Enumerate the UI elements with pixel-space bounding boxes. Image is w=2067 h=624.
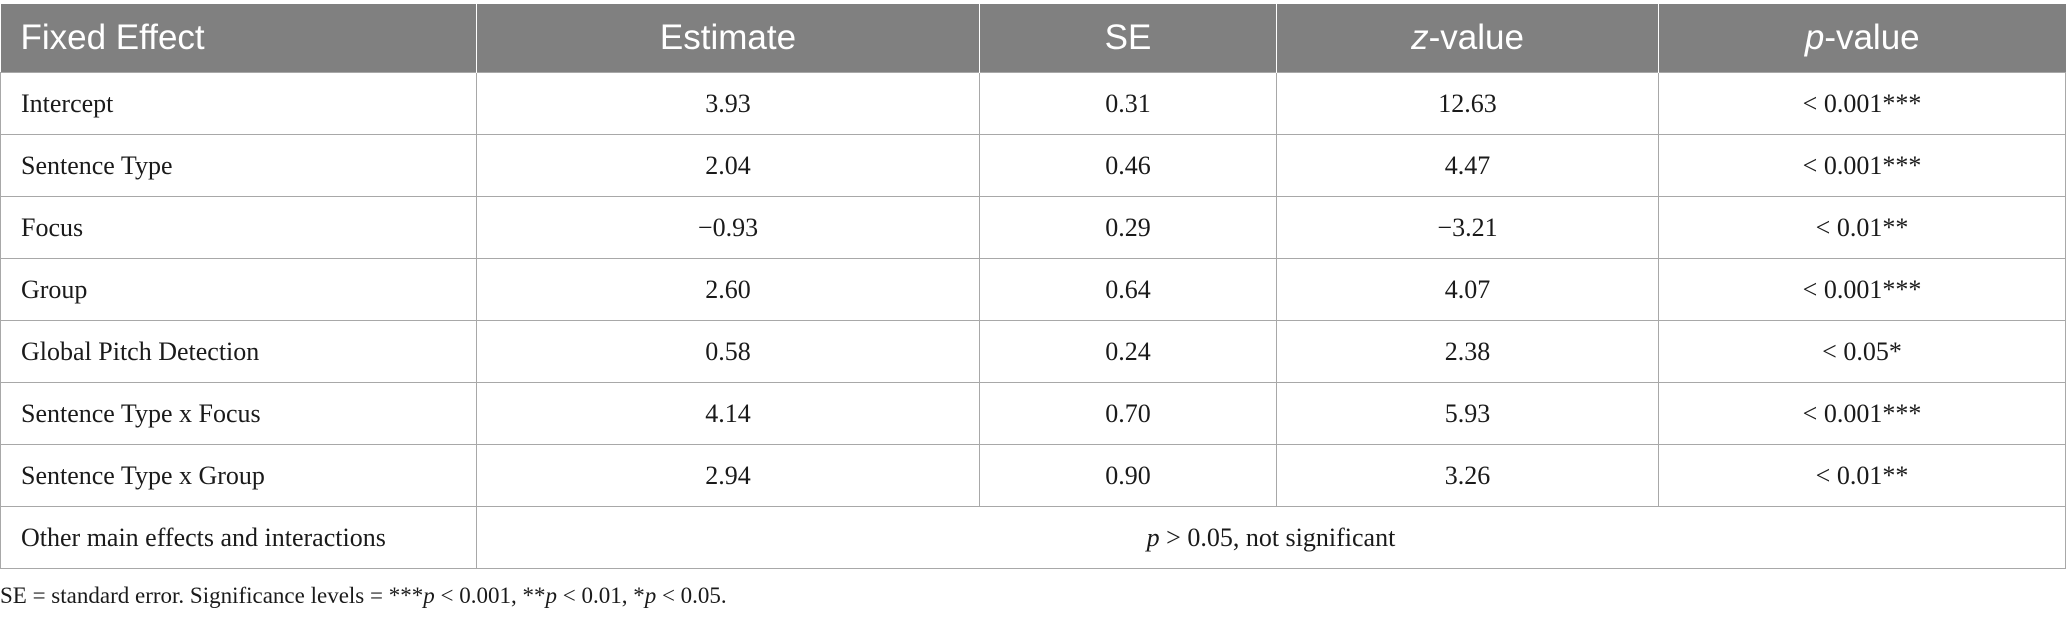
cell-z: 5.93 (1276, 382, 1659, 445)
table-row: Group 2.60 0.64 4.07 < 0.001*** (0, 258, 2066, 321)
header-z-value: z-value (1276, 4, 1659, 73)
cell-z: 2.38 (1276, 320, 1659, 383)
header-estimate: Estimate (476, 4, 980, 73)
cell-z: 3.26 (1276, 444, 1659, 507)
header-p-italic: p (1804, 18, 1825, 57)
cell-z: 4.07 (1276, 258, 1659, 321)
table-row: Sentence Type 2.04 0.46 4.47 < 0.001*** (0, 134, 2066, 197)
cell-estimate: 3.93 (476, 72, 980, 135)
cell-p: < 0.001*** (1658, 382, 2066, 445)
cell-effect: Sentence Type x Group (0, 444, 477, 507)
table-row: Focus −0.93 0.29 −3.21 < 0.01** (0, 196, 2066, 259)
cell-se: 0.90 (979, 444, 1277, 507)
cell-effect: Group (0, 258, 477, 321)
cell-p: < 0.05* (1658, 320, 2066, 383)
cell-se: 0.70 (979, 382, 1277, 445)
footnote-p3: p (644, 583, 657, 608)
header-p-value: p-value (1658, 4, 2066, 73)
table-row: Sentence Type x Group 2.94 0.90 3.26 < 0… (0, 444, 2066, 507)
cell-se: 0.46 (979, 134, 1277, 197)
cell-estimate: 4.14 (476, 382, 980, 445)
merged-p-italic: p (1146, 522, 1160, 552)
footnote-p2: p (545, 583, 557, 608)
cell-p: < 0.001*** (1658, 134, 2066, 197)
table-row: Sentence Type x Focus 4.14 0.70 5.93 < 0… (0, 382, 2066, 445)
cell-effect: Focus (0, 196, 477, 259)
cell-estimate: 2.60 (476, 258, 980, 321)
header-z-rest: -value (1428, 18, 1524, 57)
cell-se: 0.64 (979, 258, 1277, 321)
cell-estimate: 0.58 (476, 320, 980, 383)
table-header: Fixed Effect Estimate SE z-value p-value (0, 4, 2066, 73)
cell-z: 12.63 (1276, 72, 1659, 135)
cell-effect: Sentence Type (0, 134, 477, 197)
table-body: Intercept 3.93 0.31 12.63 < 0.001*** Sen… (0, 72, 2066, 569)
cell-estimate: 2.94 (476, 444, 980, 507)
cell-estimate: −0.93 (476, 196, 980, 259)
table-row-other-effects: Other main effects and interactions p > … (0, 506, 2066, 569)
header-fixed-effect: Fixed Effect (0, 4, 477, 73)
cell-estimate: 2.04 (476, 134, 980, 197)
cell-p: < 0.01** (1658, 444, 2066, 507)
footnote-p1: p (423, 583, 435, 608)
cell-merged-not-significant: p > 0.05, not significant (476, 506, 2066, 569)
cell-z: −3.21 (1276, 196, 1659, 259)
footnote-part3: < 0.01, * (556, 583, 645, 608)
fixed-effects-table: Fixed Effect Estimate SE z-value p-value… (0, 4, 2066, 569)
footnote-part1: SE = standard error. Significance levels… (0, 583, 424, 608)
cell-z: 4.47 (1276, 134, 1659, 197)
cell-se: 0.24 (979, 320, 1277, 383)
cell-effect: Sentence Type x Focus (0, 382, 477, 445)
footnote-part2: < 0.001, ** (434, 583, 546, 608)
header-se: SE (979, 4, 1277, 73)
table-row: Global Pitch Detection 0.58 0.24 2.38 < … (0, 320, 2066, 383)
cell-se: 0.31 (979, 72, 1277, 135)
cell-effect: Intercept (0, 72, 477, 135)
cell-p: < 0.01** (1658, 196, 2066, 259)
header-row: Fixed Effect Estimate SE z-value p-value (0, 4, 2066, 73)
table-footnote: SE = standard error. Significance levels… (0, 583, 727, 609)
header-z-italic: z (1411, 18, 1429, 57)
cell-p: < 0.001*** (1658, 258, 2066, 321)
cell-effect: Other main effects and interactions (0, 506, 477, 569)
table-row: Intercept 3.93 0.31 12.63 < 0.001*** (0, 72, 2066, 135)
results-table-container: Fixed Effect Estimate SE z-value p-value… (0, 4, 2066, 569)
cell-p: < 0.001*** (1658, 72, 2066, 135)
merged-rest: > 0.05, not significant (1159, 522, 1396, 552)
cell-se: 0.29 (979, 196, 1277, 259)
footnote-part4: < 0.05. (656, 583, 727, 608)
cell-effect: Global Pitch Detection (0, 320, 477, 383)
header-p-rest: -value (1824, 18, 1920, 57)
